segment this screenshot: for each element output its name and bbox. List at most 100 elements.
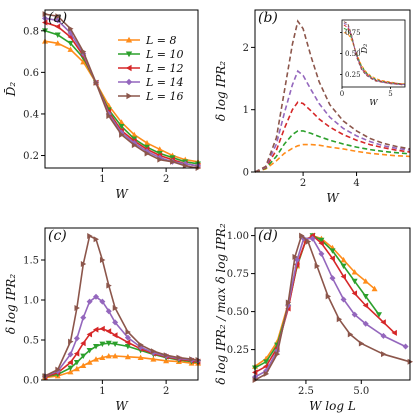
- data-point: [329, 275, 336, 282]
- data-point: [68, 338, 74, 345]
- x-axis-label: W log L: [309, 399, 356, 413]
- panel-label: (a): [48, 10, 67, 26]
- y-tick-label: 0.25: [227, 345, 249, 356]
- data-point: [93, 356, 99, 362]
- data-point: [93, 293, 99, 300]
- x-tick-label: 1: [99, 174, 105, 185]
- panel-label: (b): [258, 10, 278, 26]
- data-point: [80, 48, 87, 55]
- legend-label: L = 16: [145, 90, 184, 103]
- inset-y-tick-label: 0.25: [345, 71, 361, 79]
- data-point: [325, 293, 332, 300]
- data-point: [124, 344, 131, 350]
- data-point: [144, 140, 150, 146]
- data-point: [176, 354, 182, 361]
- data-point: [157, 156, 163, 163]
- data-point: [318, 250, 325, 257]
- inset-series-line-2: [343, 27, 406, 85]
- y-axis-label: δ log IPR₂: [214, 61, 228, 121]
- data-point: [362, 278, 369, 284]
- data-point: [68, 25, 74, 32]
- data-point: [340, 263, 347, 269]
- axes-frame: [254, 227, 411, 381]
- y-tick-label: 0.0: [23, 376, 39, 387]
- data-point: [274, 351, 281, 358]
- data-point: [99, 341, 106, 347]
- data-point: [87, 233, 93, 239]
- data-point: [74, 305, 80, 311]
- y-tick-label: 1.5: [23, 256, 39, 267]
- axes-frame: [44, 227, 199, 381]
- data-point: [86, 359, 93, 365]
- data-point: [124, 339, 131, 346]
- data-point: [124, 353, 131, 360]
- data-point: [156, 151, 163, 157]
- data-point: [93, 326, 99, 333]
- x-axis-label: W: [115, 399, 129, 413]
- data-point: [99, 325, 105, 332]
- data-point: [55, 366, 61, 373]
- legend-marker: [125, 78, 133, 86]
- data-point: [351, 311, 358, 318]
- y-tick-label: 0: [243, 168, 249, 179]
- y-axis-label: δ log IPR₂ / max δ log IPR₂: [214, 223, 228, 384]
- y-tick-label: 2: [243, 43, 249, 54]
- legend: L = 8L = 10L = 12L = 14L = 16: [118, 34, 184, 103]
- data-point: [314, 263, 320, 269]
- data-point: [80, 314, 87, 321]
- data-point: [329, 255, 335, 262]
- axes-frame: [254, 9, 411, 173]
- x-axis-label: W: [326, 191, 340, 205]
- data-point: [402, 343, 409, 350]
- data-point: [329, 248, 336, 254]
- data-point: [105, 353, 112, 359]
- data-point: [112, 341, 119, 347]
- data-point: [391, 329, 397, 336]
- data-point: [124, 334, 131, 341]
- inset-panel-b: 0 5 0.25 0.50 0.75 W D̄₂: [340, 19, 406, 107]
- data-point: [99, 298, 106, 305]
- data-point: [336, 316, 343, 323]
- data-point: [137, 354, 144, 360]
- data-point: [351, 278, 358, 285]
- data-point: [73, 335, 80, 342]
- data-point: [67, 46, 74, 52]
- series-line-4: [254, 69, 411, 173]
- data-point: [131, 131, 138, 138]
- y-tick-label: 0.4: [23, 109, 39, 120]
- panel-3: 2.5 5.0 0.25 0.50 0.75 1.00 (d) W log L δ log IP…: [214, 223, 413, 413]
- x-tick-label: 2.5: [298, 386, 314, 397]
- data-point: [80, 353, 87, 359]
- series-line-1: [254, 234, 376, 367]
- data-point: [318, 240, 324, 247]
- data-point: [376, 312, 382, 318]
- data-point: [105, 328, 112, 335]
- y-tick-label: 0.5: [23, 336, 39, 347]
- panel-label: (d): [258, 228, 278, 244]
- legend-label: L = 14: [145, 76, 184, 89]
- data-point: [351, 290, 358, 297]
- data-point: [80, 58, 87, 65]
- series-line-5: [254, 19, 411, 173]
- legend-label: L = 10: [145, 48, 184, 61]
- axes-frame: [44, 9, 199, 169]
- series-line-1: [254, 143, 411, 173]
- legend-label: L = 8: [145, 34, 177, 47]
- data-point: [318, 237, 325, 244]
- series-line-4: [254, 237, 406, 378]
- series-line-5: [44, 234, 199, 377]
- panel-1: 2 4 0 1 2 (b) Wδ log IPR₂: [214, 9, 411, 205]
- data-point: [351, 269, 358, 275]
- data-point: [144, 144, 150, 151]
- data-point: [54, 32, 61, 38]
- data-point: [362, 320, 369, 327]
- y-tick-label: 0.2: [23, 151, 39, 162]
- data-point: [182, 162, 189, 169]
- data-point: [106, 282, 112, 289]
- data-point: [80, 261, 87, 267]
- data-point: [118, 124, 125, 130]
- data-point: [54, 40, 61, 46]
- data-point: [93, 79, 99, 86]
- data-point: [112, 319, 119, 326]
